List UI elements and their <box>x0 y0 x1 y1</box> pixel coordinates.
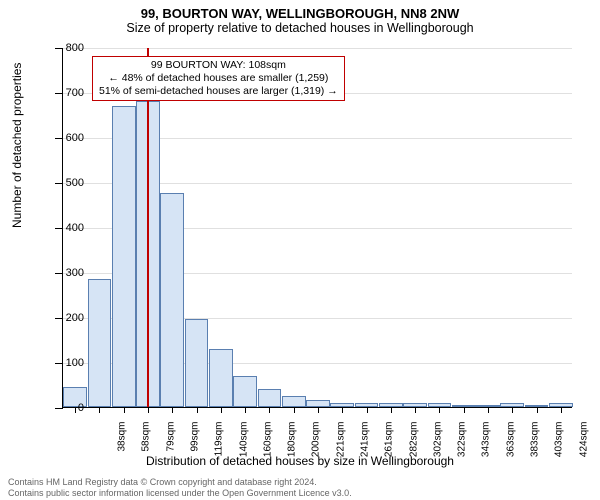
histogram-bar <box>112 106 136 408</box>
y-tick-label: 500 <box>44 177 84 189</box>
x-tick-label: 403sqm <box>554 422 565 472</box>
y-tick-label: 100 <box>44 357 84 369</box>
y-tick-label: 700 <box>44 87 84 99</box>
chart-subtitle: Size of property relative to detached ho… <box>0 21 600 35</box>
x-tick-label: 38sqm <box>117 422 128 472</box>
annotation-line3: 51% of semi-detached houses are larger (… <box>99 85 338 98</box>
x-tick <box>415 407 416 413</box>
y-tick-label: 300 <box>44 267 84 279</box>
x-tick <box>99 407 100 413</box>
y-tick-label: 200 <box>44 312 84 324</box>
x-tick <box>342 407 343 413</box>
plot-area <box>62 48 572 408</box>
attribution-footer: Contains HM Land Registry data © Crown c… <box>8 477 352 498</box>
x-tick <box>367 407 368 413</box>
property-marker-line <box>147 48 149 407</box>
x-tick <box>245 407 246 413</box>
footer-line1: Contains HM Land Registry data © Crown c… <box>8 477 352 487</box>
x-tick-label: 261sqm <box>384 422 395 472</box>
x-tick-label: 383sqm <box>530 422 541 472</box>
x-tick-label: 58sqm <box>141 422 152 472</box>
y-tick-label: 800 <box>44 42 84 54</box>
x-tick <box>439 407 440 413</box>
x-tick <box>512 407 513 413</box>
x-tick-label: 160sqm <box>262 422 273 472</box>
histogram-bar <box>185 319 209 407</box>
x-tick-label: 119sqm <box>214 422 225 472</box>
annotation-box: 99 BOURTON WAY: 108sqm← 48% of detached … <box>92 56 345 101</box>
x-tick-label: 343sqm <box>481 422 492 472</box>
x-tick-label: 79sqm <box>165 422 176 472</box>
histogram-bar <box>258 389 282 407</box>
x-tick <box>294 407 295 413</box>
x-tick-label: 424sqm <box>578 422 589 472</box>
x-tick <box>269 407 270 413</box>
histogram-bar <box>209 349 233 408</box>
histogram-bar <box>233 376 257 408</box>
chart-title-address: 99, BOURTON WAY, WELLINGBOROUGH, NN8 2NW <box>0 6 600 21</box>
x-tick-label: 180sqm <box>287 422 298 472</box>
x-tick-label: 241sqm <box>360 422 371 472</box>
histogram-bar <box>160 193 184 407</box>
footer-line2: Contains public sector information licen… <box>8 488 352 498</box>
y-axis-label: Number of detached properties <box>10 63 24 228</box>
y-tick-label: 600 <box>44 132 84 144</box>
x-tick <box>464 407 465 413</box>
x-tick <box>172 407 173 413</box>
x-tick-label: 99sqm <box>190 422 201 472</box>
chart-area <box>62 48 572 408</box>
x-tick <box>391 407 392 413</box>
x-tick <box>561 407 562 413</box>
x-tick-label: 282sqm <box>408 422 419 472</box>
x-tick <box>488 407 489 413</box>
x-tick-label: 200sqm <box>311 422 322 472</box>
y-tick-label: 400 <box>44 222 84 234</box>
x-tick <box>124 407 125 413</box>
gridline <box>63 48 572 49</box>
annotation-line1: 99 BOURTON WAY: 108sqm <box>99 59 338 72</box>
x-tick <box>148 407 149 413</box>
histogram-bar <box>306 400 330 407</box>
histogram-bar <box>88 279 112 407</box>
histogram-bar <box>282 396 306 407</box>
annotation-line2: ← 48% of detached houses are smaller (1,… <box>99 72 338 85</box>
y-tick-label: 0 <box>44 402 84 414</box>
x-tick-label: 302sqm <box>432 422 443 472</box>
x-tick <box>537 407 538 413</box>
x-tick-label: 221sqm <box>335 422 346 472</box>
x-tick-label: 140sqm <box>238 422 249 472</box>
x-tick <box>318 407 319 413</box>
x-tick-label: 363sqm <box>505 422 516 472</box>
x-tick-label: 322sqm <box>457 422 468 472</box>
x-tick <box>197 407 198 413</box>
x-tick <box>221 407 222 413</box>
